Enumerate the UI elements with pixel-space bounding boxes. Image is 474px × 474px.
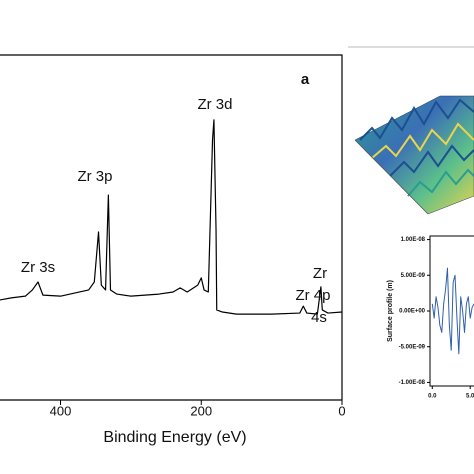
peak-label: Zr 3d [197, 96, 232, 113]
peak-label: 4s [311, 309, 327, 326]
y-tick-label: 1.00E-08 [401, 237, 426, 243]
x-tick-label: 0 [338, 403, 345, 418]
xps-chart: 400 200 0 Binding Energy (eV) a Zr 3d Zr 3p Zr … [0, 54, 346, 446]
peak-label: Zr 3p [77, 168, 112, 185]
axes-frame [0, 54, 343, 401]
y-tick-label: 5.00E-09 [401, 273, 426, 279]
data-line [431, 267, 474, 355]
x-axis-label: Binding Energy (eV) [103, 429, 246, 446]
peak-label: Zr 3s [21, 259, 55, 276]
peak-label: a [301, 71, 310, 88]
y-tick-label: -5.00E-09 [399, 344, 426, 350]
data-line [0, 119, 343, 315]
x-tick-label: 0.0 [428, 394, 437, 400]
x-tick-label: 5.0 [466, 394, 474, 400]
y-axis-label: Surface profile (m) [387, 280, 394, 342]
x-tick-label: 400 [50, 403, 72, 418]
surface-3d [354, 95, 474, 215]
peak-label: Zr [313, 265, 327, 282]
peak-label: Zr 4p [295, 287, 330, 304]
x-tick-label: 200 [190, 403, 212, 418]
y-tick-label: -1.00E-08 [399, 380, 426, 386]
y-tick-label: 0.00E+00 [399, 309, 426, 315]
profile-chart: 1.00E-08 5.00E-09 0.00E+00 -5.00E-09 -1.00E-… [387, 235, 474, 400]
